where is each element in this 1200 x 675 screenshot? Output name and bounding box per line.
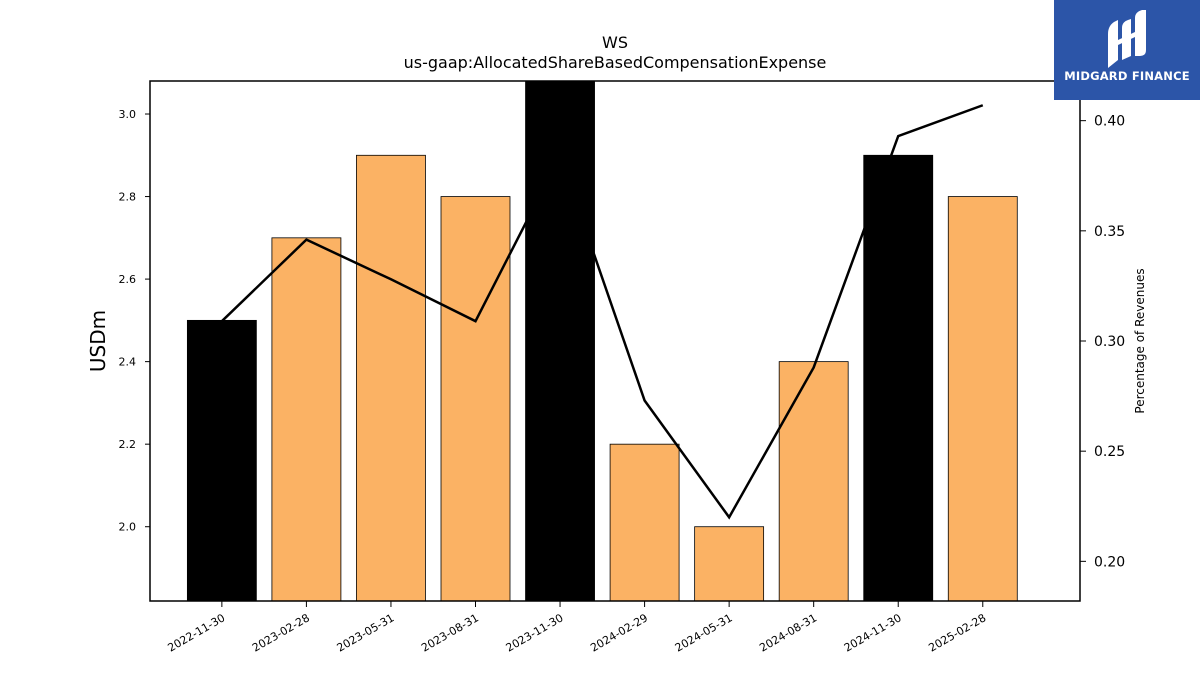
y-tick-label: 2.6: [119, 273, 137, 286]
x-tick-label: 2024-08-31: [757, 611, 819, 654]
bar-2024-11-30: [863, 154, 934, 602]
logo-text: MIDGARD FINANCE: [1064, 69, 1190, 83]
midgard-finance-logo: MIDGARD FINANCE: [1054, 0, 1200, 100]
x-tick-label: 2023-05-31: [335, 611, 397, 654]
y2-tick-label: 0.20: [1094, 554, 1125, 570]
x-tick-label: 2025-02-28: [926, 611, 988, 654]
x-tick-label: 2023-02-28: [250, 611, 312, 654]
x-tick-label: 2022-11-30: [165, 611, 227, 654]
y-axis-right: 0.20 0.25 0.30 0.35 0.40: [1080, 114, 1125, 570]
bar-2023-05-31: [356, 154, 426, 602]
x-tick-label: 2023-08-31: [419, 611, 481, 654]
x-tick-label: 2024-05-31: [673, 611, 735, 654]
line-layer: [220, 104, 984, 520]
bar-2025-02-28: [947, 196, 1018, 602]
y2-tick-label: 0.30: [1094, 334, 1125, 350]
y-tick-label: 2.4: [119, 356, 137, 369]
x-axis: 2022-11-30 2023-02-28 2023-05-31 2023-08-31…: [165, 601, 988, 655]
bar-2023-11-30: [525, 80, 595, 602]
chart-subtitle: us-gaap:AllocatedShareBasedCompensationE…: [404, 53, 827, 72]
y-tick-label: 3.0: [119, 108, 137, 121]
y-tick-label: 2.8: [119, 191, 137, 204]
y-tick-label: 2.0: [119, 521, 137, 534]
x-tick-label: 2023-11-30: [504, 611, 566, 654]
chart-title: WS: [602, 33, 628, 52]
bar-2024-02-29: [609, 443, 680, 602]
bars-layer: [186, 80, 1018, 602]
y2-tick-label: 0.35: [1094, 224, 1125, 240]
y-tick-label: 2.2: [119, 438, 137, 451]
bar-2024-05-31: [694, 526, 765, 602]
percentage-line: [220, 104, 984, 520]
y-axis-label: USDm: [86, 310, 110, 372]
x-tick-label: 2024-02-29: [588, 611, 650, 654]
bar-2023-08-31: [440, 196, 511, 602]
bar-2023-02-28: [271, 237, 342, 602]
y2-axis-label: Percentage of Revenues: [1133, 268, 1147, 413]
bar-2024-08-31: [778, 361, 849, 602]
y2-tick-label: 0.40: [1094, 114, 1125, 130]
midgard-logo-icon: [1108, 10, 1146, 68]
y-axis-left: 2.0 2.2 2.4 2.6 2.8 3.0: [119, 108, 150, 534]
y2-tick-label: 0.25: [1094, 444, 1125, 460]
bar-2022-11-30: [186, 319, 257, 602]
x-tick-label: 2024-11-30: [842, 611, 904, 654]
